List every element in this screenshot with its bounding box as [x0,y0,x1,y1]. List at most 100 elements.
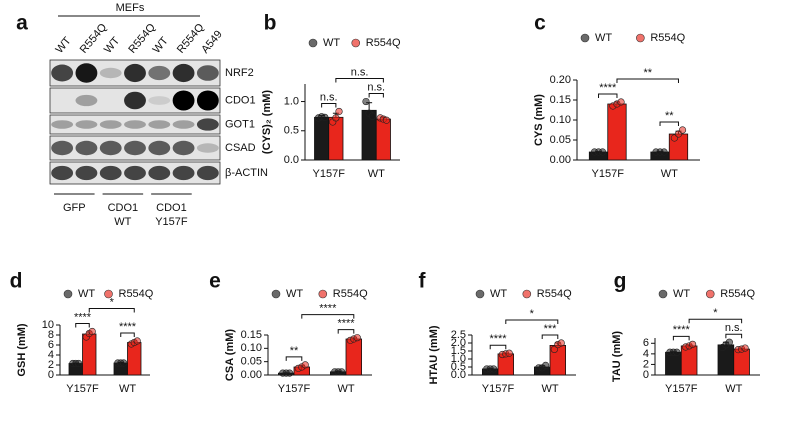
significance-label: **** [673,324,691,336]
bar [82,333,97,376]
x-tick-label: Y157F [313,168,346,180]
y-tick-label: 0.00 [241,369,262,381]
significance-label: ** [290,345,299,357]
y-tick-label: 4 [48,349,54,361]
y-tick-label: 2 [48,359,54,371]
bar [733,348,750,376]
legend-label: WT [673,288,690,300]
legend-marker [705,289,715,299]
y-tick-label: 0.0 [451,369,466,381]
data-point [617,98,625,106]
blot-band [196,90,219,111]
y-tick-label: 0 [643,369,649,381]
bar [127,342,142,376]
bar [314,116,330,161]
blot-band [196,118,219,131]
significance-bracket [75,323,90,328]
blot-band [51,165,74,181]
blot-band [75,120,98,129]
lane-label: WT [53,35,73,56]
x-tick-label: Y157F [592,168,625,180]
x-tick-label: WT [368,168,385,180]
legend-marker [522,289,532,299]
y-tick-label: 0.15 [241,329,262,341]
significance-bracket [672,335,690,341]
x-tick-label: Y157F [665,383,698,395]
x-tick-label: WT [337,383,354,395]
legend-label: R554Q [366,37,401,49]
blot-band [172,63,195,83]
data-point [542,361,550,370]
data-point [382,116,391,124]
x-tick-label: WT [119,383,136,395]
y-tick-label: 4 [643,348,649,360]
panel-letter: f [419,270,427,293]
significance-label: **** [489,333,507,345]
blot-band [172,90,195,111]
blot-band [172,165,195,181]
data-point [75,359,83,368]
significance-bracket [321,102,337,108]
blot-band [99,165,122,181]
significance-label: **** [319,303,337,315]
group-label: GFP [63,202,86,214]
blot-band [51,64,74,82]
legend-label: R554Q [537,288,572,300]
group-label: CDO1 [108,202,139,214]
panel-letter: e [209,270,221,293]
blot-band [51,140,74,156]
data-point [688,340,697,348]
significance-bracket [301,314,355,319]
y-tick-label: 2.5 [451,329,466,341]
significance-label: n.s. [725,322,743,334]
x-tick-label: Y157F [482,383,515,395]
legend-marker [104,289,113,299]
significance-label: **** [119,321,137,333]
y-tick-label: 1.0 [451,353,466,365]
significance-label: n.s. [367,81,385,93]
data-point [741,344,749,352]
legend-marker [636,33,645,43]
lane-label: WT [151,35,171,56]
blot-band [148,65,171,81]
blot-header: MEFs [116,2,145,14]
data-point [120,359,128,367]
significance-bracket [120,332,135,337]
panel-letter: d [10,270,23,293]
y-axis-title: TAU (mM) [611,331,623,382]
data-point [678,126,687,134]
y-tick-label: 0.20 [550,74,571,86]
blot-band [196,143,219,153]
panel-letter: c [534,12,546,35]
significance-bracket [88,308,135,313]
group-label: Y157F [155,216,188,228]
blot-band [196,65,219,81]
y-tick-label: 0.10 [550,114,571,126]
y-tick-label: 0.10 [241,342,262,354]
legend-marker [63,289,73,299]
y-axis-title: CYS (mM) [533,94,545,146]
data-point [286,369,294,377]
data-point [725,338,733,346]
data-point [332,114,340,122]
y-tick-label: 2.0 [451,337,466,349]
significance-label: n.s. [351,66,369,78]
blot-band [148,165,171,181]
blot-band [124,120,146,129]
blot-band [99,120,122,129]
blot-band [124,165,146,181]
bar [607,103,627,161]
significance-bracket [725,333,743,339]
legend-label: WT [286,288,303,300]
legend-marker [308,38,318,48]
y-tick-label: 0.15 [550,94,571,106]
bar [345,338,363,376]
significance-bracket [489,344,507,350]
blot-band [99,67,122,79]
lane-label: WT [102,35,122,56]
legend-marker [658,289,668,299]
legend-label: WT [595,32,612,44]
y-tick-label: 10 [42,319,54,331]
